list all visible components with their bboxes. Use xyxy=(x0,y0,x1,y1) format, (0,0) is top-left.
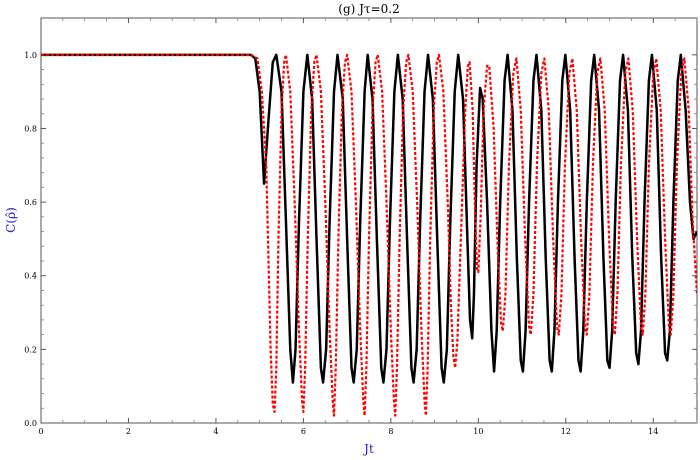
x-axis-title: Jt xyxy=(362,442,374,456)
y-tick-label: 0.2 xyxy=(24,345,37,354)
series-line-red-dashed xyxy=(41,53,697,417)
chart-title: (g) Jτ=0.2 xyxy=(338,2,399,16)
y-tick-label: 0.0 xyxy=(24,419,37,428)
y-tick-label: 0.6 xyxy=(24,198,37,207)
x-tick-label: 10 xyxy=(473,427,483,436)
series-line-black-solid xyxy=(41,53,697,384)
series-layer xyxy=(41,53,697,417)
x-tick-label: 6 xyxy=(301,427,306,436)
y-tick-label: 0.8 xyxy=(24,124,37,133)
x-tick-label: 4 xyxy=(213,427,218,436)
y-axis-title: C(ρ̂) xyxy=(4,207,18,233)
x-tick-label: 12 xyxy=(561,427,571,436)
y-tick-label: 1.0 xyxy=(24,51,37,60)
y-axis: 0.0 0.2 0.4 0.6 0.8 1.0 xyxy=(24,51,697,428)
x-tick-label: 2 xyxy=(126,427,131,436)
x-tick-label: 14 xyxy=(648,427,658,436)
y-tick-label: 0.4 xyxy=(24,272,37,281)
x-tick-label: 8 xyxy=(388,427,393,436)
x-tick-label: 0 xyxy=(38,427,43,436)
plot-frame xyxy=(40,17,698,424)
x-axis: 0 2 4 6 8 10 12 14 xyxy=(38,18,698,436)
